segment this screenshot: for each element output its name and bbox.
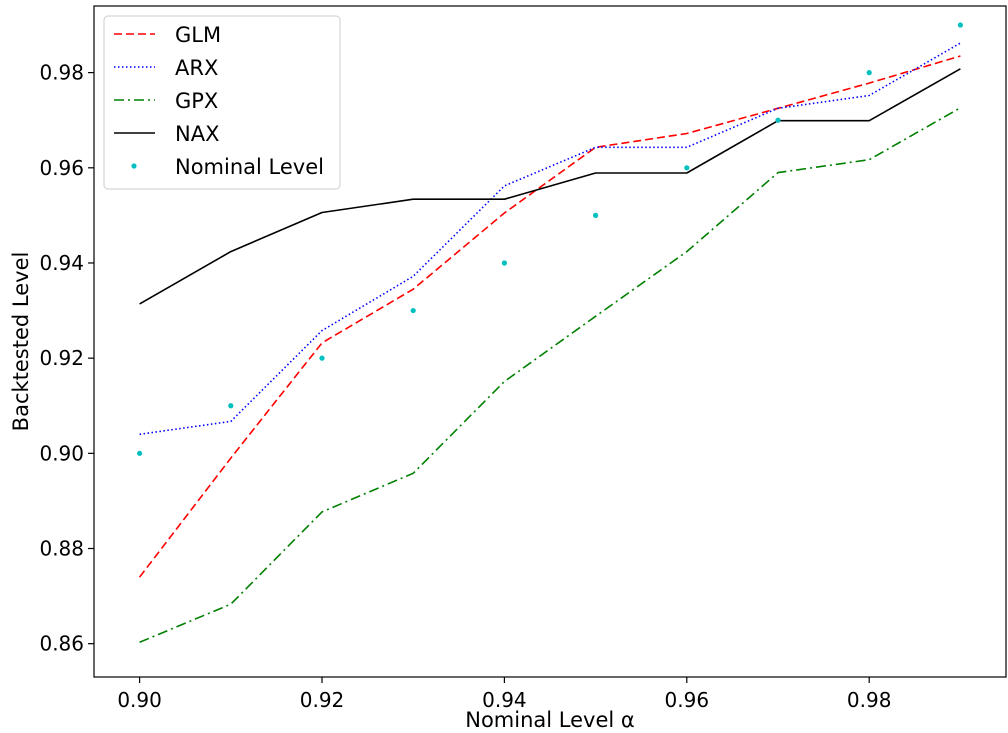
x-tick-label: 0.94 — [482, 688, 527, 712]
nominal-level-point — [410, 307, 416, 314]
x-tick-label: 0.90 — [117, 688, 162, 712]
nominal-level-point — [775, 117, 781, 123]
glm-line — [138, 55, 961, 578]
legend-nax-label: NAX — [175, 122, 219, 146]
y-tick-label: 0.92 — [39, 346, 84, 370]
nominal-level-point — [501, 260, 507, 266]
axes-frame — [93, 5, 1007, 678]
x-tick-label: 0.92 — [300, 688, 345, 712]
nominal-level-point — [137, 450, 143, 456]
x-axis-label: Nominal Level α — [465, 708, 635, 732]
nominal-level-point — [684, 165, 690, 171]
y-tick-label: 0.90 — [39, 441, 84, 465]
y-axis-label: Backtested Level — [9, 252, 33, 432]
gpx-line — [139, 107, 961, 644]
nominal-level-point — [593, 212, 599, 218]
x-axis: 0.90 0.92 0.94 0.96 0.98 — [117, 677, 891, 712]
nominal-level-point — [957, 22, 964, 28]
legend-gpx-label: GPX — [175, 89, 218, 113]
legend-nominal-level-marker — [131, 163, 137, 169]
x-tick-label: 0.98 — [847, 688, 892, 712]
arx-line — [139, 42, 961, 436]
x-tick-label: 0.96 — [665, 688, 710, 712]
y-tick-label: 0.94 — [39, 251, 84, 275]
nax-line — [139, 68, 961, 305]
y-tick-label: 0.86 — [39, 632, 84, 656]
legend-nominal-level-label: Nominal Level — [175, 155, 324, 179]
nominal-level-point — [228, 403, 234, 409]
y-tick-label: 0.88 — [39, 537, 84, 561]
legend: GLM ARX GPX NAX Nominal Level — [103, 15, 341, 190]
legend-box — [103, 15, 341, 190]
legend-arx-label: ARX — [175, 56, 218, 80]
nominal-level-point — [866, 70, 872, 76]
legend-glm-label: GLM — [175, 23, 221, 47]
y-axis: 0.86 0.88 0.90 0.92 0.94 0.96 0.98 — [39, 61, 94, 656]
plot-lines — [137, 22, 964, 644]
nominal-level-point — [319, 355, 325, 361]
y-tick-label: 0.98 — [39, 61, 84, 85]
y-tick-label: 0.96 — [39, 156, 84, 180]
